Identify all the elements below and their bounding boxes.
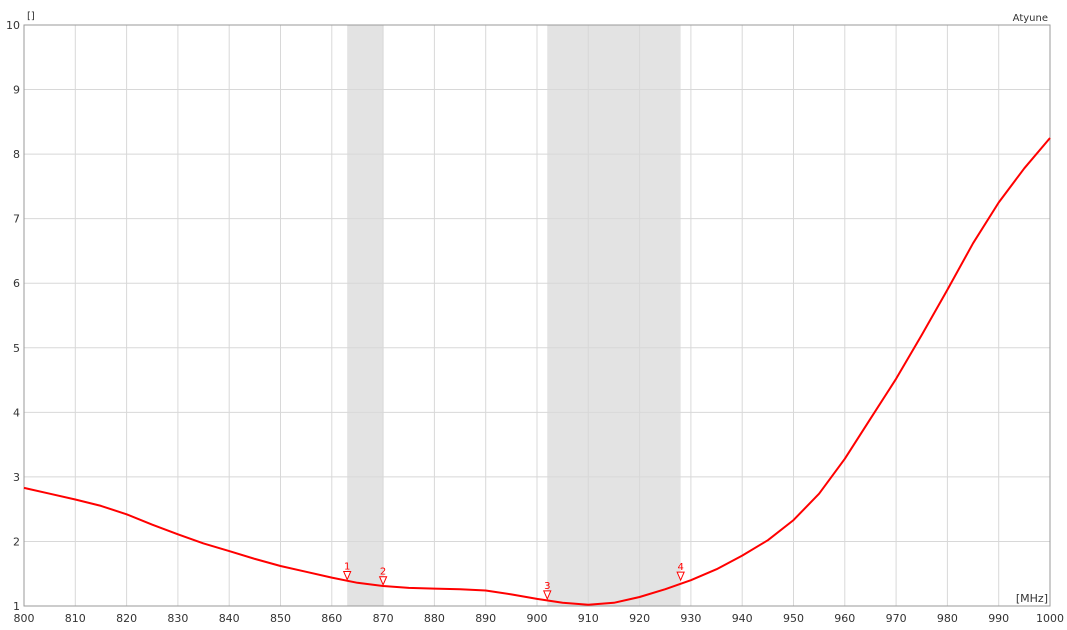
plot-area-border	[23, 24, 1051, 607]
markers: 1 2 3 4	[342, 562, 685, 601]
marker-triangle	[676, 571, 685, 582]
x-tick-label: 910	[578, 612, 599, 625]
y-tick-label: 7	[13, 213, 20, 226]
marker-label: 4	[677, 562, 683, 573]
marker-label: 3	[544, 581, 550, 592]
x-tick-label: 800	[14, 612, 35, 625]
marker-label: 2	[380, 567, 386, 578]
y-tick-label: 1	[13, 600, 20, 613]
x-tick-label: 810	[65, 612, 86, 625]
x-tick-label: 890	[475, 612, 496, 625]
x-tick-label: 960	[834, 612, 855, 625]
x-axis-ticks: 800 810 820 830 840 850 860 870 880 890 900 910 920 9…	[14, 612, 1065, 625]
x-tick-label: 990	[988, 612, 1009, 625]
y-tick-label: 3	[13, 471, 20, 484]
x-tick-label: 880	[424, 612, 445, 625]
marker-triangle	[378, 576, 388, 586]
y-axis-ticks: 1 2 3 4 5 6 7 8 9 10	[6, 19, 20, 613]
x-tick-label: 950	[783, 612, 804, 625]
marker-3: 3	[542, 581, 552, 601]
series-lines	[23, 137, 1051, 606]
y-tick-label: 2	[13, 535, 20, 548]
frequency-bands	[347, 25, 681, 606]
marker-label: 1	[344, 562, 350, 573]
marker-triangle	[542, 590, 552, 601]
band-2	[547, 25, 681, 606]
x-tick-label: 850	[270, 612, 291, 625]
x-tick-label: 920	[629, 612, 650, 625]
chart-title: Atyune	[1013, 13, 1048, 24]
y-tick-label: 4	[13, 406, 20, 419]
x-tick-label: 930	[680, 612, 701, 625]
grid-lines	[23, 24, 1051, 607]
marker-4: 4	[676, 562, 685, 582]
x-tick-label: 940	[732, 612, 753, 625]
x-tick-label: 870	[373, 612, 394, 625]
marker-triangle	[342, 571, 352, 581]
y-tick-label: 6	[13, 277, 20, 290]
y-tick-label: 9	[13, 84, 20, 97]
y-axis-label: []	[27, 11, 35, 22]
y-tick-label: 5	[13, 342, 20, 355]
x-tick-label: 860	[321, 612, 342, 625]
series-line-1	[23, 137, 1051, 606]
y-tick-label: 10	[6, 19, 20, 32]
x-tick-label: 820	[116, 612, 137, 625]
x-tick-label: 980	[937, 612, 958, 625]
x-tick-label: 970	[886, 612, 907, 625]
x-tick-label: 900	[527, 612, 548, 625]
x-tick-label: 840	[219, 612, 240, 625]
y-tick-label: 8	[13, 148, 20, 161]
x-axis-label: [MHz]	[1016, 592, 1048, 605]
x-tick-label: 1000	[1036, 612, 1064, 625]
x-tick-label: 830	[167, 612, 188, 625]
band-1	[347, 25, 384, 606]
marker-1: 1	[342, 562, 352, 581]
marker-2: 2	[378, 567, 388, 586]
